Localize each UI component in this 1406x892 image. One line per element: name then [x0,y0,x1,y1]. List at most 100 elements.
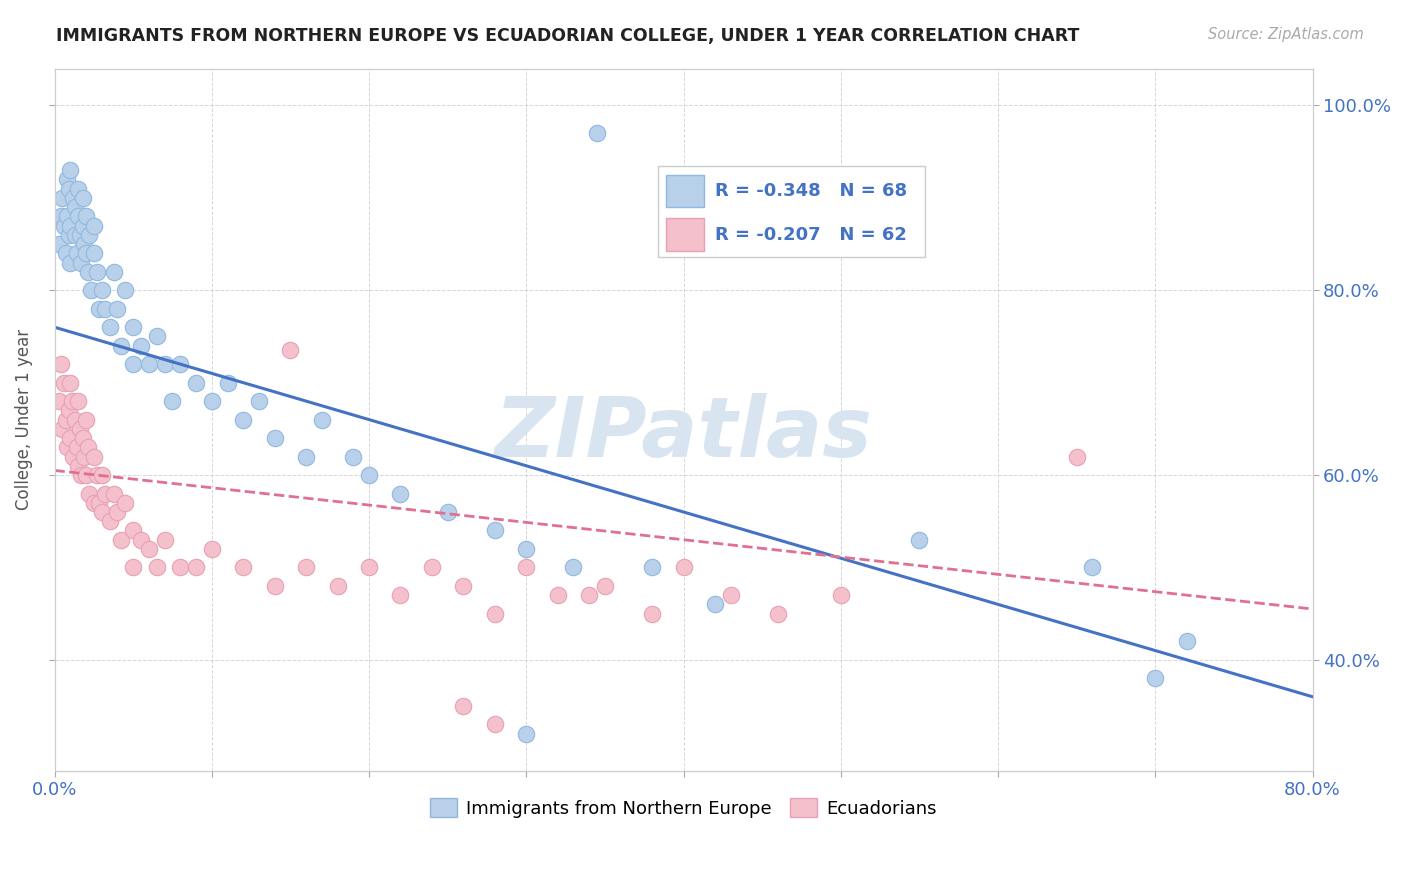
Point [145,560,167,574]
Point [114,496,136,510]
Point [90,468,112,483]
Point [704,598,727,612]
Point [145,329,167,343]
Point [73,237,96,252]
Point [72,191,94,205]
Point [72,431,94,445]
Point [80,283,103,297]
Point [766,607,789,621]
Point [98,514,121,528]
Point [52,219,75,233]
Point [436,505,458,519]
Point [56,210,79,224]
Point [75,246,97,260]
Point [51,422,73,436]
Point [641,607,664,621]
Point [720,588,742,602]
Point [70,255,93,269]
Point [52,376,75,390]
Point [280,343,302,358]
Point [263,579,285,593]
Point [48,237,70,252]
Point [83,496,105,510]
Point [77,227,100,242]
Point [389,486,412,500]
Point [138,357,160,371]
Point [48,394,70,409]
Point [59,163,82,178]
Point [94,486,117,500]
Point [75,412,97,426]
Text: IMMIGRANTS FROM NORTHERN EUROPE VS ECUADORIAN COLLEGE, UNDER 1 YEAR CORRELATION : IMMIGRANTS FROM NORTHERN EUROPE VS ECUAD… [56,27,1080,45]
Point [169,357,191,371]
Point [162,394,184,409]
Point [484,607,506,621]
Point [62,191,84,205]
Point [77,486,100,500]
Point [830,588,852,602]
Point [641,560,664,574]
Point [295,450,318,464]
Point [67,458,90,473]
Point [295,560,318,574]
Point [562,560,585,574]
FancyBboxPatch shape [666,219,704,251]
Point [58,181,80,195]
Point [593,579,616,593]
Point [56,440,79,454]
Point [107,301,129,316]
Point [58,227,80,242]
Point [1175,634,1198,648]
Point [56,172,79,186]
Point [453,579,475,593]
Point [59,431,82,445]
Point [58,403,80,417]
Point [129,339,152,353]
Point [311,412,333,426]
Point [76,265,98,279]
Point [201,394,224,409]
Point [122,560,145,574]
Point [103,265,125,279]
Point [389,588,412,602]
Point [69,422,91,436]
Point [547,588,569,602]
Text: ZIPatlas: ZIPatlas [495,393,873,475]
Point [484,717,506,731]
Point [453,699,475,714]
Point [641,870,664,884]
Point [87,496,110,510]
Point [70,468,93,483]
Point [342,450,364,464]
Point [65,440,87,454]
Point [90,283,112,297]
Point [672,560,695,574]
Point [59,376,82,390]
Point [76,440,98,454]
Point [65,246,87,260]
Point [51,191,73,205]
Point [86,468,108,483]
Point [578,588,600,602]
Point [63,200,86,214]
Point [357,560,380,574]
Point [232,560,254,574]
Point [67,394,90,409]
Y-axis label: College, Under 1 year: College, Under 1 year [15,329,32,510]
Point [110,533,132,547]
Point [122,357,145,371]
Point [908,533,931,547]
Point [515,560,537,574]
Point [55,246,77,260]
Point [184,560,207,574]
Point [122,524,145,538]
Point [75,210,97,224]
Point [90,505,112,519]
Point [153,533,176,547]
Point [49,210,72,224]
Point [217,376,239,390]
Text: Source: ZipAtlas.com: Source: ZipAtlas.com [1208,27,1364,42]
Legend: Immigrants from Northern Europe, Ecuadorians: Immigrants from Northern Europe, Ecuador… [423,791,943,825]
FancyBboxPatch shape [666,175,704,207]
Point [515,727,537,741]
